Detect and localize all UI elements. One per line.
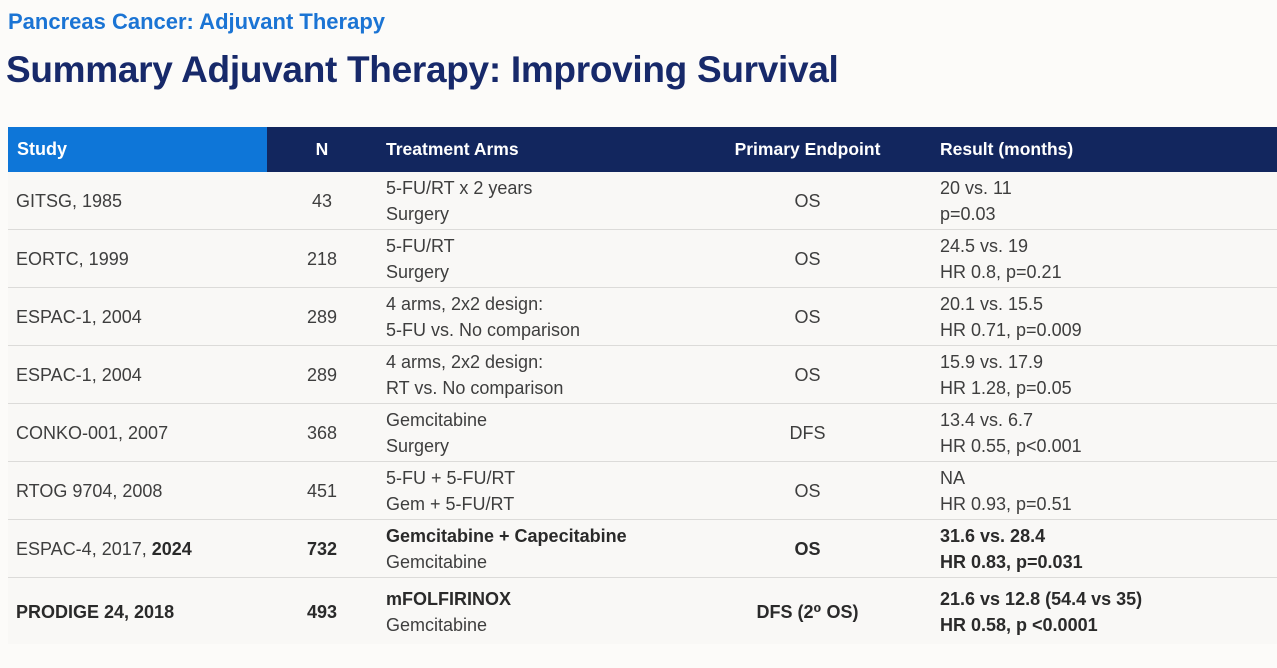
page-title: Summary Adjuvant Therapy: Improving Surv… — [6, 49, 839, 90]
cell-n: 451 — [306, 481, 338, 501]
table-row-espac4: ESPAC-4, 2017, 2024 732 Gemcitabine + Ca… — [8, 520, 1277, 578]
cell-result: NA HR 0.93, p=0.51 — [940, 468, 1072, 514]
cell-endpoint: DFS (2⁰ OS) — [756, 601, 859, 622]
cell-n: 289 — [306, 365, 338, 385]
header-cell-primary-endpoint: Primary Endpoint — [734, 139, 881, 159]
table-row-prodige24: PRODIGE 24, 2018 493 mFOLFIRINOX Gemcitab… — [8, 578, 1277, 644]
cell-study: GITSG, 1985 — [16, 191, 123, 211]
cell-result: 21.6 vs 12.8 (54.4 vs 35) HR 0.58, p <0.0… — [940, 588, 1143, 635]
cell-study: ESPAC-1, 2004 — [16, 307, 142, 327]
cell-endpoint: OS — [794, 191, 821, 211]
cell-endpoint: OS — [794, 365, 821, 385]
cell-treatment-arms: 4 arms, 2x2 design: RT vs. No comparison — [386, 352, 564, 398]
cell-n: 43 — [311, 191, 333, 211]
cell-treatment-arms: 5-FU/RT x 2 years Surgery — [386, 178, 533, 224]
cell-study: PRODIGE 24, 2018 — [16, 601, 175, 622]
table-row-rtog9704: RTOG 9704, 2008 451 5-FU + 5-FU/RT Gem + … — [8, 462, 1277, 520]
cell-result: 20 vs. 11 p=0.03 — [940, 178, 1012, 224]
header-cell-result: Result (months) — [940, 139, 1074, 159]
table-row-eortc: EORTC, 1999 218 5-FU/RT Surgery OS 24.5 v… — [8, 230, 1277, 288]
cell-study: EORTC, 1999 — [16, 249, 129, 269]
slide-kicker: Pancreas Cancer: Adjuvant Therapy — [8, 9, 385, 34]
table-header-row: Study N Treatment Arms Primary Endpoint … — [8, 127, 1277, 172]
header-cell-treatment-arms: Treatment Arms — [386, 139, 519, 159]
header-cell-n: N — [315, 139, 329, 159]
cell-study: ESPAC-4, 2017, 2024 — [16, 539, 192, 559]
cell-result: 31.6 vs. 28.4 HR 0.83, p=0.031 — [940, 526, 1083, 572]
cell-result: 13.4 vs. 6.7 HR 0.55, p<0.001 — [940, 410, 1082, 456]
header-cell-study: Study — [8, 127, 267, 172]
table-row-espac1-5fu: ESPAC-1, 2004 289 4 arms, 2x2 design: 5-F… — [8, 288, 1277, 346]
cell-endpoint: OS — [794, 481, 821, 501]
cell-n: 493 — [306, 601, 338, 622]
table-row-gitsg: GITSG, 1985 43 5-FU/RT x 2 years Surgery … — [8, 172, 1277, 230]
cell-endpoint: OS — [794, 307, 821, 327]
cell-study: CONKO-001, 2007 — [16, 423, 169, 443]
cell-treatment-arms: 5-FU + 5-FU/RT Gem + 5-FU/RT — [386, 468, 516, 514]
cell-treatment-arms: 5-FU/RT Surgery — [386, 236, 455, 282]
cell-result: 24.5 vs. 19 HR 0.8, p=0.21 — [940, 236, 1062, 282]
cell-treatment-arms: Gemcitabine Surgery — [386, 410, 488, 456]
cell-treatment-arms: mFOLFIRINOX Gemcitabine — [386, 588, 511, 635]
cell-result: 15.9 vs. 17.9 HR 1.28, p=0.05 — [940, 352, 1072, 398]
cell-n: 368 — [306, 423, 338, 443]
trials-table: Study N Treatment Arms Primary Endpoint … — [8, 127, 1277, 644]
cell-endpoint: DFS — [789, 423, 826, 443]
cell-study: ESPAC-1, 2004 — [16, 365, 142, 385]
cell-endpoint: OS — [794, 539, 821, 559]
cell-result: 20.1 vs. 15.5 HR 0.71, p=0.009 — [940, 294, 1082, 340]
table-row-conko001: CONKO-001, 2007 368 Gemcitabine Surgery D… — [8, 404, 1277, 462]
cell-n: 289 — [306, 307, 338, 327]
table-row-espac1-rt: ESPAC-1, 2004 289 4 arms, 2x2 design: RT … — [8, 346, 1277, 404]
cell-study: RTOG 9704, 2008 — [16, 481, 163, 501]
cell-n: 732 — [306, 539, 338, 559]
cell-n: 218 — [306, 249, 338, 269]
cell-treatment-arms: Gemcitabine + Capecitabine Gemcitabine — [386, 526, 627, 572]
cell-endpoint: OS — [794, 249, 821, 269]
cell-treatment-arms: 4 arms, 2x2 design: 5-FU vs. No compariso… — [386, 294, 581, 340]
